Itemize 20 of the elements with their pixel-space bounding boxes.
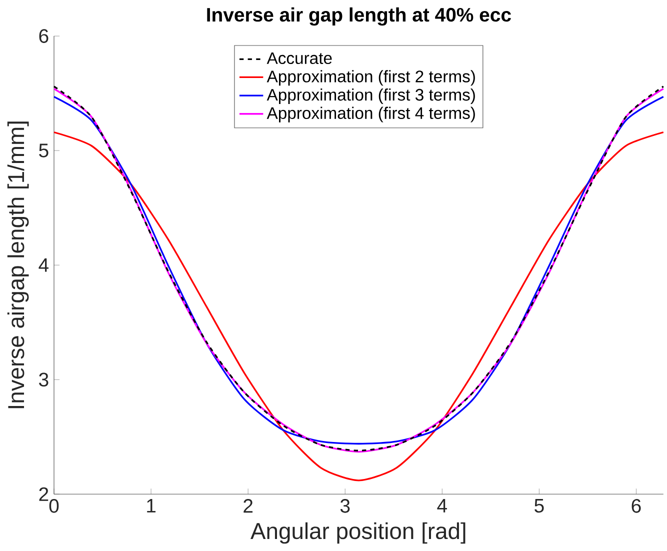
legend-label: Approximation (first 2 terms) (266, 70, 475, 86)
legend-label: Approximation (first 3 terms) (266, 88, 475, 104)
x-tick-label: 0 (49, 498, 59, 513)
line-series (53, 131, 664, 482)
y-axis-title: Inverse airgap length [1/mm] (7, 122, 29, 408)
chart-title: Inverse air gap length at 40% ecc (207, 7, 511, 26)
y-tick-label: 4 (38, 258, 49, 272)
y-tick-label: 5 (39, 144, 48, 158)
x-tick-label: 6 (632, 498, 641, 513)
y-tick-label: 6 (39, 29, 48, 43)
x-tick-label: 5 (534, 499, 544, 513)
x-tick-label: 3 (340, 498, 350, 513)
legend-label: Approximation (first 4 terms) (266, 106, 475, 122)
x-tick-label: 4 (437, 499, 447, 512)
x-tick-label: 1 (147, 499, 156, 512)
y-tick-label: 3 (39, 372, 48, 386)
legend-label: Accurate (266, 52, 332, 64)
y-tick-label: 2 (39, 487, 48, 501)
x-tick-label: 2 (244, 498, 253, 513)
x-axis-title: Angular position [rad] (250, 522, 466, 544)
